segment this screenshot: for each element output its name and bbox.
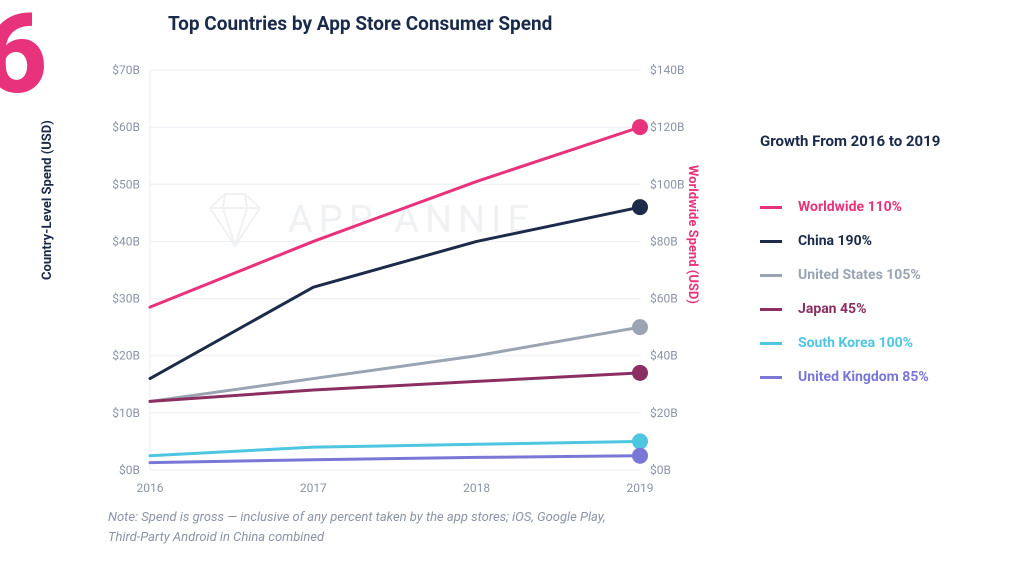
legend-item: South Korea 100% xyxy=(760,326,1010,360)
series-endpoint-united_kingdom xyxy=(632,448,648,464)
legend-label: China 190% xyxy=(798,233,872,249)
series-endpoint-china xyxy=(632,199,648,215)
series-line-worldwide xyxy=(150,127,640,307)
series-endpoint-worldwide xyxy=(632,119,648,135)
y-left-axis-label: Country-Level Spend (USD) xyxy=(40,120,55,280)
series-line-japan xyxy=(150,373,640,402)
legend-label: South Korea 100% xyxy=(798,335,913,351)
footnote: Note: Spend is gross — inclusive of any … xyxy=(108,508,628,547)
legend-label: Worldwide 110% xyxy=(798,199,902,215)
legend-item: United States 105% xyxy=(760,258,1010,292)
legend-swatch xyxy=(760,274,782,277)
chart-title: Top Countries by App Store Consumer Spen… xyxy=(168,12,552,35)
svg-text:$20B: $20B xyxy=(650,406,678,420)
svg-text:$0B: $0B xyxy=(119,463,140,477)
svg-text:$70B: $70B xyxy=(112,63,140,77)
series-line-china xyxy=(150,207,640,378)
legend-swatch xyxy=(760,308,782,311)
series-endpoint-japan xyxy=(632,365,648,381)
svg-text:$40B: $40B xyxy=(112,234,140,248)
legend-title: Growth From 2016 to 2019 xyxy=(760,132,940,150)
legend-label: United Kingdom 85% xyxy=(798,369,929,385)
series-line-south_korea xyxy=(150,441,640,455)
series-endpoint-united_states xyxy=(632,319,648,335)
legend-swatch xyxy=(760,240,782,243)
legend-swatch xyxy=(760,376,782,379)
svg-text:$10B: $10B xyxy=(112,406,140,420)
svg-text:2016: 2016 xyxy=(137,481,164,495)
svg-text:2018: 2018 xyxy=(463,481,490,495)
svg-text:$60B: $60B xyxy=(112,120,140,134)
legend-item: Worldwide 110% xyxy=(760,190,1010,224)
legend-swatch xyxy=(760,342,782,345)
page-number-fragment: 6 xyxy=(0,0,47,110)
svg-text:$140B: $140B xyxy=(650,63,684,77)
legend-swatch xyxy=(760,206,782,209)
legend-item: United Kingdom 85% xyxy=(760,360,1010,394)
svg-text:$0B: $0B xyxy=(650,463,671,477)
legend-item: China 190% xyxy=(760,224,1010,258)
chart: Country-Level Spend (USD) Worldwide Spen… xyxy=(70,50,720,520)
svg-text:$120B: $120B xyxy=(650,120,684,134)
legend: Worldwide 110% China 190% United States 10… xyxy=(760,190,1010,394)
svg-text:2017: 2017 xyxy=(300,481,327,495)
chart-svg: 2016 2017 2018 2019 $0B $10B $20B $30B $40B $50B… xyxy=(70,50,720,520)
series-endpoint-south_korea xyxy=(632,433,648,449)
svg-text:$60B: $60B xyxy=(650,292,678,306)
svg-text:$30B: $30B xyxy=(112,292,140,306)
series-line-united_kingdom xyxy=(150,456,640,463)
legend-label: Japan 45% xyxy=(798,301,866,317)
svg-text:$100B: $100B xyxy=(650,177,684,191)
svg-text:$20B: $20B xyxy=(112,349,140,363)
svg-text:2019: 2019 xyxy=(627,481,654,495)
svg-text:$80B: $80B xyxy=(650,234,678,248)
svg-text:$40B: $40B xyxy=(650,349,678,363)
svg-text:$50B: $50B xyxy=(112,177,140,191)
legend-label: United States 105% xyxy=(798,267,921,283)
legend-item: Japan 45% xyxy=(760,292,1010,326)
